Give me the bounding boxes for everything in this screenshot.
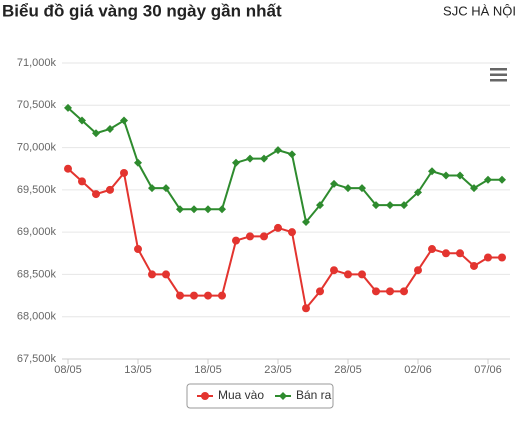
- x-tick-label: 13/05: [124, 364, 152, 376]
- point: [201, 392, 209, 400]
- point: [386, 201, 394, 210]
- point: [176, 291, 184, 300]
- point: [302, 217, 310, 226]
- point: [246, 154, 254, 163]
- point: [246, 232, 254, 241]
- point: [330, 266, 338, 275]
- point: [358, 184, 366, 193]
- point: [106, 124, 114, 133]
- point: [442, 171, 450, 180]
- legend-box: [186, 383, 334, 409]
- point: [428, 167, 436, 176]
- point: [470, 184, 478, 193]
- chart-subtitle: SJC HÀ NỘI: [443, 3, 516, 18]
- x-tick-label: 23/05: [264, 364, 292, 376]
- point: [204, 291, 212, 300]
- point: [330, 179, 338, 188]
- point: [386, 287, 394, 296]
- point: [120, 168, 128, 177]
- point: [414, 188, 422, 197]
- point: [358, 270, 366, 279]
- y-tick-label: 68,000k: [17, 311, 57, 323]
- point: [484, 175, 492, 184]
- point: [78, 177, 86, 186]
- point: [260, 232, 268, 241]
- x-tick-label: 08/05: [54, 364, 82, 376]
- point: [274, 146, 282, 155]
- point: [134, 245, 142, 254]
- point: [428, 245, 436, 254]
- point: [64, 103, 72, 112]
- series-line: [67, 107, 502, 225]
- point: [456, 249, 464, 258]
- point: [288, 228, 296, 237]
- point: [400, 287, 408, 296]
- point: [372, 287, 380, 296]
- x-tick-label: 18/05: [194, 364, 222, 376]
- point: [134, 158, 142, 167]
- point: [344, 270, 352, 279]
- point: [498, 175, 506, 184]
- chart-title: Biểu đồ giá vàng 30 ngày gần nhất: [2, 1, 282, 20]
- y-tick-label: 69,500k: [17, 184, 57, 196]
- point: [400, 201, 408, 210]
- point: [148, 184, 156, 193]
- point: [316, 201, 324, 210]
- menu-icon[interactable]: [490, 68, 507, 82]
- point: [120, 116, 128, 125]
- point: [148, 270, 156, 279]
- point: [162, 184, 170, 193]
- point: [78, 116, 86, 125]
- point: [316, 287, 324, 296]
- point: [442, 249, 450, 258]
- menu-bar: [490, 68, 507, 71]
- point: [498, 253, 506, 262]
- y-tick-label: 70,500k: [17, 99, 57, 111]
- y-tick-label: 67,500k: [17, 353, 57, 365]
- point: [232, 236, 240, 245]
- point: [190, 205, 198, 214]
- point: [92, 190, 100, 199]
- menu-bar: [490, 73, 507, 76]
- legend-item[interactable]: Bán ra: [275, 388, 332, 402]
- point: [414, 266, 422, 275]
- point: [470, 261, 478, 270]
- point: [260, 154, 268, 163]
- point: [218, 291, 226, 300]
- point: [302, 304, 310, 313]
- legend-label: Mua vào: [218, 388, 264, 402]
- y-tick-label: 71,000k: [17, 57, 57, 69]
- point: [190, 291, 198, 300]
- point: [279, 392, 287, 400]
- point: [484, 253, 492, 262]
- menu-bar: [490, 79, 507, 82]
- legend-item[interactable]: Mua vào: [197, 388, 264, 402]
- series-line: [67, 167, 502, 311]
- point: [64, 164, 72, 173]
- point: [274, 223, 282, 232]
- point: [456, 171, 464, 180]
- x-tick-label: 02/06: [404, 364, 432, 376]
- y-tick-label: 68,500k: [17, 268, 57, 280]
- point: [176, 205, 184, 214]
- point: [344, 184, 352, 193]
- point: [232, 158, 240, 167]
- point: [106, 185, 114, 194]
- point: [204, 205, 212, 214]
- point: [372, 201, 380, 210]
- x-tick-label: 28/05: [334, 364, 362, 376]
- legend-label: Bán ra: [296, 388, 332, 402]
- x-tick-label: 07/06: [474, 364, 502, 376]
- y-tick-label: 70,000k: [17, 141, 57, 153]
- point: [162, 270, 170, 279]
- point: [92, 129, 100, 138]
- point: [218, 205, 226, 214]
- point: [288, 150, 296, 159]
- y-tick-label: 69,000k: [17, 226, 57, 238]
